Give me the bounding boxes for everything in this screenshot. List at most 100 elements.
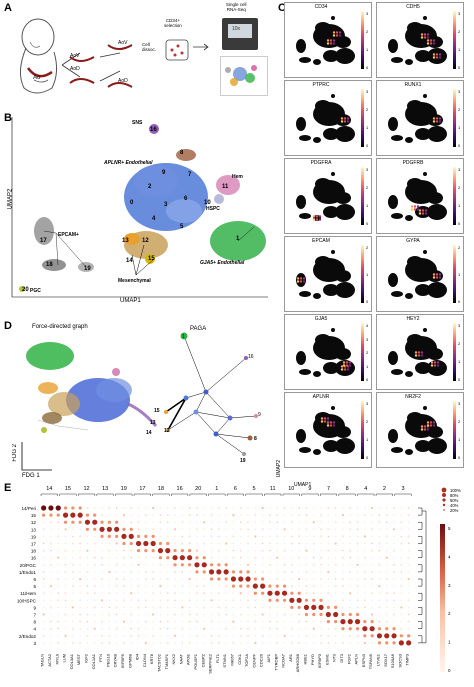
cluster-group-number: 6 [234,486,237,492]
dot [152,592,155,595]
dot [203,528,205,530]
dot [269,635,271,637]
dot [320,528,322,530]
dot [327,634,330,637]
dot [275,598,279,602]
dot [167,635,169,637]
colorbar-tick-label: 0 [448,668,451,673]
dot [42,628,45,630]
colorbar-tick: 1 [366,47,369,52]
dot [50,592,52,594]
dot [106,526,112,532]
dot [364,528,366,530]
dot [407,577,410,581]
dot [167,571,169,573]
gene-label: PHYD [310,654,315,665]
dot [62,512,69,518]
dot [42,620,45,623]
dot [313,571,315,573]
dot [354,619,361,625]
dot [179,555,185,561]
dot [135,540,142,547]
cluster-number: 5 [180,224,184,230]
colorbar [453,401,456,459]
gene-label: TAGLN [40,654,45,667]
dot [291,571,293,573]
dot [363,599,366,602]
dot [101,571,103,573]
dot [239,592,242,595]
dot [232,599,235,602]
dot [269,642,271,644]
dot [298,549,300,552]
dot [188,628,191,630]
colorbar-tick: 1 [366,437,369,442]
dot [210,613,213,616]
dot [195,506,199,510]
dot [276,556,279,559]
dot [56,513,60,517]
colorbar-tick: 4 [366,323,369,328]
cluster-gja5-label: GJA5+ Endothelial [200,260,245,266]
colorbar-tick-label: 1 [448,640,451,645]
dot [203,507,205,509]
dot [218,557,220,559]
dot [327,557,330,559]
dot [115,542,118,545]
size-legend-label: 100% [450,488,461,493]
dot [49,542,53,545]
dot [311,604,317,610]
cluster-bracket [226,493,244,496]
size-legend-dot [442,493,446,497]
dot [72,592,74,594]
dot [165,548,171,554]
dot [232,592,235,594]
colorbar-tick: 0 [458,299,461,304]
dot [143,540,149,547]
dot [378,521,381,524]
umap1-axis-label: UMAP1 [120,298,141,304]
dot [261,577,265,581]
dot [327,564,330,566]
dot [407,620,410,623]
dot [71,627,74,630]
dot [268,584,272,588]
dot [276,606,278,609]
dot [174,542,176,545]
dot [57,577,60,581]
dot [152,585,154,587]
dot [342,528,344,530]
dot [283,528,286,531]
dot [240,606,242,609]
gene-label: CEBPZ [200,653,205,667]
dot [203,613,205,616]
dot [319,612,323,617]
dot [94,557,96,559]
dot [305,514,308,516]
dot [363,634,367,638]
dot [385,599,388,602]
dot [261,613,264,616]
dot [290,563,293,566]
dot [48,505,54,511]
dot [188,514,191,517]
dot [50,635,52,637]
dot [385,627,389,631]
dot [173,592,177,595]
dot [298,585,300,587]
colorbar [361,167,364,225]
dot [188,528,191,530]
dot [400,599,403,601]
dot [166,620,169,623]
cluster-bracket [320,493,338,496]
dot [167,528,169,530]
dot [57,564,59,566]
dot [100,514,104,517]
dot [276,641,279,644]
dot [225,549,227,552]
dot [123,628,125,630]
dot [276,535,279,538]
dot [181,571,184,573]
dot [239,584,243,588]
dot [247,599,249,601]
